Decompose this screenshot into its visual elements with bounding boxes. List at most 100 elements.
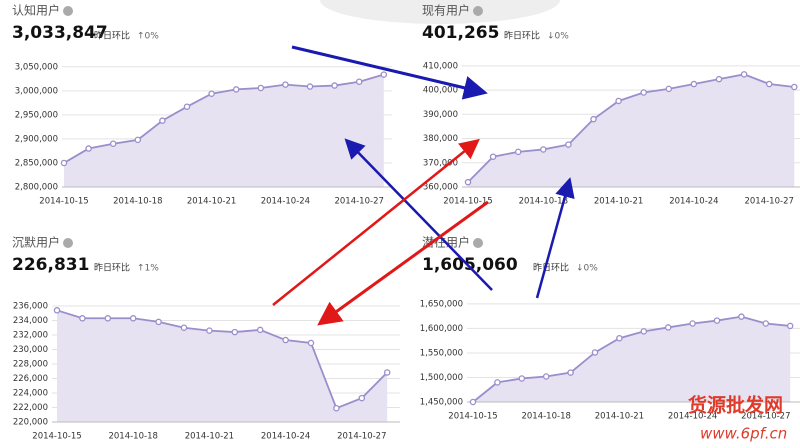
point bbox=[514, 148, 522, 156]
point bbox=[542, 373, 550, 380]
x-tick-label: 2014-10-27 bbox=[337, 432, 386, 442]
y-tick-label: 1,600,000 bbox=[420, 324, 463, 334]
point bbox=[183, 103, 191, 110]
point bbox=[331, 82, 338, 89]
line bbox=[56, 309, 388, 410]
area bbox=[473, 316, 791, 402]
point bbox=[615, 97, 622, 105]
y-tick-label: 3,000,000 bbox=[15, 86, 58, 96]
x-tick-label: 2014-10-15 bbox=[443, 197, 492, 207]
change-value: ↓0% bbox=[576, 264, 598, 274]
point bbox=[565, 141, 572, 148]
point bbox=[85, 145, 92, 152]
point bbox=[232, 86, 240, 93]
arrow bbox=[291, 45, 488, 100]
x-tick-label: 2014-10-24 bbox=[261, 197, 310, 207]
point bbox=[60, 159, 68, 167]
point bbox=[591, 349, 599, 356]
background-shape bbox=[320, 0, 560, 24]
point bbox=[231, 328, 239, 336]
point bbox=[740, 71, 748, 78]
x-tick-label: 2014-10-24 bbox=[669, 197, 718, 207]
arrow bbox=[344, 138, 493, 291]
point bbox=[762, 320, 770, 327]
point bbox=[494, 379, 501, 386]
y-tick-label: 234,000 bbox=[13, 316, 48, 326]
y-tick-label: 3,050,000 bbox=[15, 62, 58, 72]
x-tick-label: 2014-10-18 bbox=[113, 197, 162, 207]
panel-title: 现有用户 bbox=[422, 3, 470, 18]
area bbox=[64, 74, 384, 187]
y-tick-label: 1,450,000 bbox=[420, 398, 463, 408]
x-tick-label: 2014-10-15 bbox=[32, 432, 81, 442]
annotation-arrows bbox=[272, 45, 575, 326]
y-tick-label: 226,000 bbox=[13, 374, 48, 384]
area bbox=[57, 310, 388, 422]
point bbox=[180, 324, 188, 331]
x-tick-label: 2014-10-27 bbox=[334, 197, 383, 207]
point bbox=[689, 320, 696, 327]
point bbox=[640, 89, 647, 96]
panel-title: 沉默用户 bbox=[12, 235, 60, 250]
kpi-value: 226,831 bbox=[12, 255, 89, 275]
arrow bbox=[272, 138, 480, 306]
point bbox=[208, 90, 215, 97]
x-tick-label: 2014-10-24 bbox=[668, 412, 717, 422]
y-tick-label: 380,000 bbox=[423, 134, 458, 144]
x-tick-label: 2014-10-27 bbox=[744, 197, 793, 207]
y-tick-label: 236,000 bbox=[13, 301, 48, 311]
x-tick-label: 2014-10-18 bbox=[108, 432, 157, 442]
point bbox=[469, 398, 477, 406]
help-icon bbox=[63, 6, 73, 16]
y-tick-label: 228,000 bbox=[13, 359, 48, 369]
y-tick-label: 2,950,000 bbox=[15, 110, 58, 120]
point bbox=[567, 369, 574, 376]
point bbox=[104, 315, 112, 322]
point bbox=[738, 313, 745, 320]
x-tick-label: 2014-10-15 bbox=[448, 412, 497, 422]
change-value: ↑1% bbox=[137, 264, 159, 274]
point bbox=[79, 315, 86, 322]
point bbox=[715, 75, 723, 83]
kpi-value: 1,605,060 bbox=[422, 255, 518, 275]
x-tick-label: 2014-10-27 bbox=[741, 412, 790, 422]
change-label: 昨日环比 bbox=[504, 30, 540, 42]
y-tick-label: 2,850,000 bbox=[15, 158, 58, 168]
point bbox=[791, 83, 798, 91]
line bbox=[63, 73, 385, 164]
change-label: 昨日环比 bbox=[94, 262, 130, 274]
point bbox=[640, 328, 648, 335]
y-tick-label: 370,000 bbox=[423, 158, 458, 168]
y-tick-label: 390,000 bbox=[423, 110, 458, 120]
point bbox=[282, 336, 289, 344]
y-tick-label: 2,800,000 bbox=[15, 183, 58, 193]
change-value: ↑0% bbox=[137, 32, 159, 42]
point bbox=[53, 307, 61, 314]
point bbox=[690, 80, 698, 88]
kpi-value: 401,265 bbox=[422, 23, 499, 43]
point bbox=[109, 140, 117, 147]
point bbox=[333, 404, 340, 412]
point bbox=[358, 394, 366, 402]
point bbox=[383, 369, 391, 376]
watermark-url: www.6pf.cn bbox=[700, 425, 787, 443]
x-tick-label: 2014-10-18 bbox=[519, 197, 568, 207]
y-tick-label: 360,000 bbox=[423, 183, 458, 193]
point bbox=[380, 71, 388, 78]
point bbox=[129, 315, 137, 322]
point bbox=[282, 81, 289, 88]
point bbox=[540, 146, 547, 153]
x-tick-label: 2014-10-21 bbox=[187, 197, 236, 207]
y-tick-label: 1,650,000 bbox=[420, 299, 463, 309]
point bbox=[256, 326, 264, 334]
point bbox=[306, 83, 314, 90]
x-tick-label: 2014-10-15 bbox=[39, 197, 88, 207]
point bbox=[257, 84, 265, 92]
kpi-value: 3,033,847 bbox=[12, 23, 108, 43]
change-value: ↓0% bbox=[547, 32, 569, 42]
y-tick-label: 230,000 bbox=[13, 345, 48, 355]
point bbox=[159, 117, 166, 124]
y-tick-label: 2,900,000 bbox=[15, 134, 58, 144]
point bbox=[664, 324, 672, 331]
point bbox=[489, 153, 497, 160]
